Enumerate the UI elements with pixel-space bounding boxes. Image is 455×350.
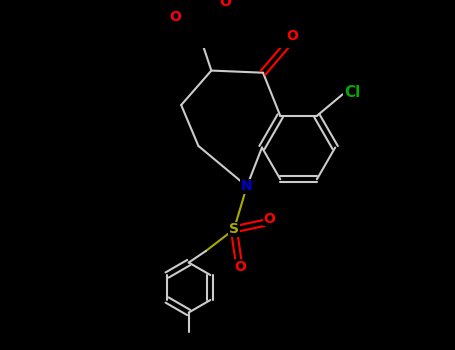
Text: O: O — [169, 10, 181, 24]
Text: S: S — [229, 222, 239, 236]
Text: N: N — [241, 179, 253, 193]
Text: O: O — [263, 212, 275, 226]
Text: O: O — [220, 0, 232, 9]
Text: Cl: Cl — [344, 85, 360, 100]
Text: O: O — [234, 260, 246, 274]
Text: O: O — [286, 29, 298, 43]
